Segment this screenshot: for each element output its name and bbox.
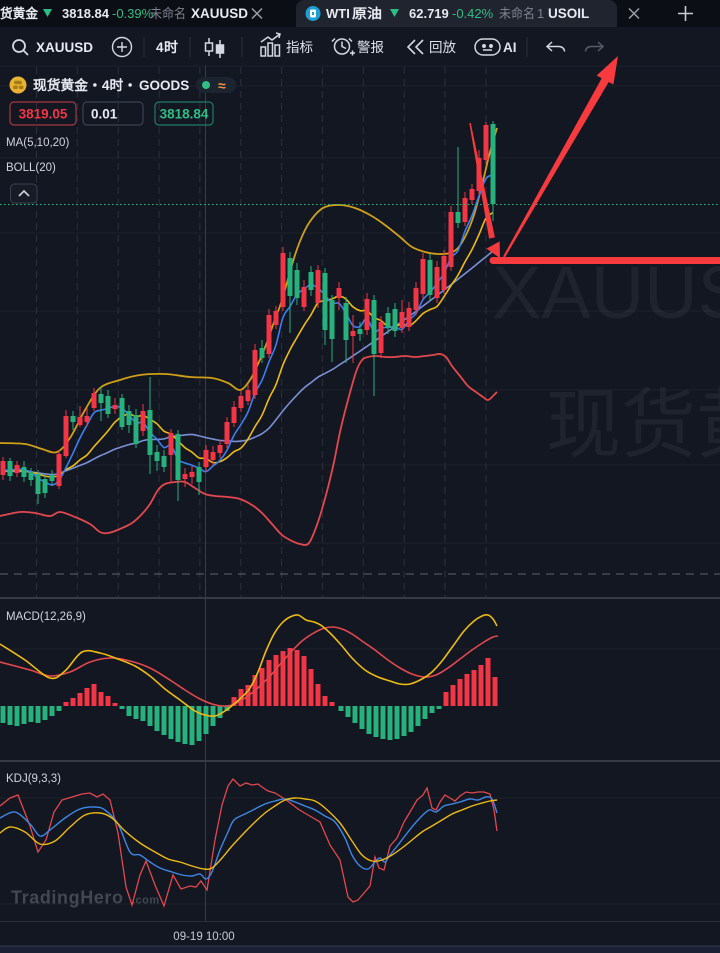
svg-text:时: 时	[164, 39, 179, 55]
svg-text:3819.05: 3819.05	[19, 107, 68, 122]
svg-text:1: 1	[537, 6, 544, 21]
svg-text:货黄金: 货黄金	[0, 6, 39, 21]
svg-text:KDJ(9,3,3): KDJ(9,3,3)	[6, 773, 61, 785]
svg-text:警报: 警报	[357, 40, 384, 55]
svg-text:0.01: 0.01	[91, 107, 118, 122]
svg-text:MA(5,10,20): MA(5,10,20)	[6, 137, 69, 149]
svg-text:62.719: 62.719	[409, 6, 449, 21]
svg-text:3818.84: 3818.84	[62, 6, 110, 21]
svg-text:09-19 10:00: 09-19 10:00	[173, 931, 234, 943]
svg-text:WTI: WTI	[326, 6, 350, 21]
svg-text:XAUUSD: XAUUSD	[36, 40, 93, 55]
svg-text:BOLL(20): BOLL(20)	[6, 162, 56, 174]
svg-text:MACD(12,26,9): MACD(12,26,9)	[6, 611, 86, 623]
svg-text:AI: AI	[503, 40, 517, 55]
svg-text:4: 4	[156, 40, 164, 55]
svg-text:.com: .com	[132, 895, 160, 907]
svg-text:-0.42%: -0.42%	[452, 6, 494, 21]
svg-text:-0.39%: -0.39%	[112, 6, 154, 21]
svg-text:现货黄金・4时・: 现货黄金・4时・	[33, 77, 137, 93]
svg-text:3818.84: 3818.84	[160, 107, 209, 122]
svg-text:≈: ≈	[218, 78, 226, 94]
svg-text:原油: 原油	[352, 6, 382, 21]
svg-text:XAUUSD: XAUUSD	[191, 6, 248, 21]
svg-text:XAUUSD: XAUUSD	[492, 251, 720, 334]
svg-text:未命名: 未命名	[150, 6, 186, 21]
svg-text:现货黄金: 现货黄金	[546, 383, 720, 468]
svg-text:回放: 回放	[429, 40, 456, 55]
svg-text:TradingHero: TradingHero	[11, 888, 124, 908]
svg-text:GOODS: GOODS	[139, 78, 189, 93]
svg-text:USOIL: USOIL	[548, 6, 589, 21]
svg-text:未命名: 未命名	[499, 6, 535, 21]
svg-text:指标: 指标	[286, 40, 313, 55]
